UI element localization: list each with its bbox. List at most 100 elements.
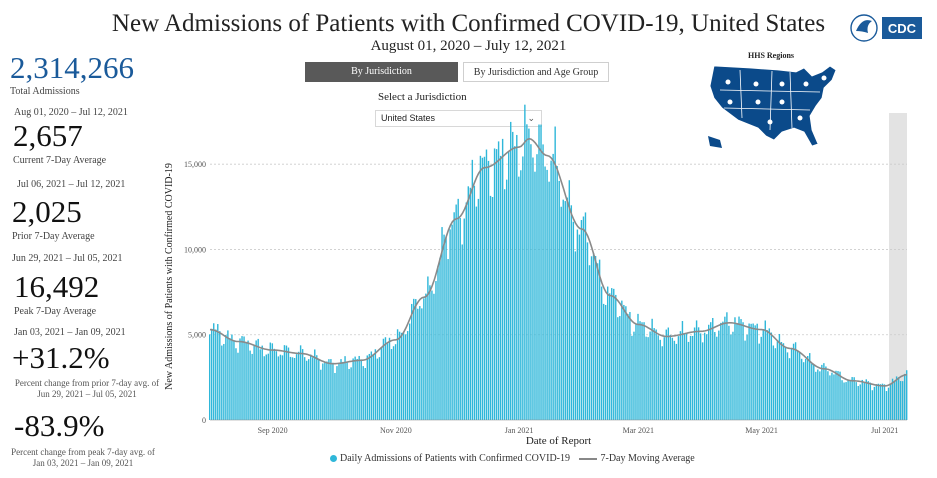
hhs-regions-map[interactable] <box>700 58 840 154</box>
daily-bar <box>425 293 427 420</box>
daily-bar <box>518 176 520 420</box>
daily-bar <box>849 380 851 420</box>
daily-bar <box>724 316 726 420</box>
daily-bar <box>279 354 282 420</box>
daily-bar <box>645 336 647 420</box>
daily-bar <box>714 332 716 420</box>
daily-bar <box>360 359 362 420</box>
daily-bar <box>520 170 522 420</box>
daily-bar <box>384 337 387 420</box>
daily-bar <box>865 379 867 420</box>
daily-bar <box>322 363 324 420</box>
daily-bar <box>354 356 356 420</box>
daily-bar <box>530 144 532 420</box>
daily-bar <box>590 256 593 420</box>
daily-bar <box>665 329 667 420</box>
daily-bar <box>746 334 748 420</box>
daily-bar <box>827 371 829 420</box>
daily-bar <box>687 341 690 420</box>
stat-current-date-text: Aug 01, 2020 – Jul 12, 2021 <box>14 107 128 118</box>
tab-by-jurisdiction[interactable]: By Jurisdiction <box>305 62 458 82</box>
tab-by-jurisdiction-age[interactable]: By Jurisdiction and Age Group <box>463 62 609 82</box>
daily-bar <box>532 157 534 421</box>
daily-bar <box>402 333 405 420</box>
daily-bar <box>633 331 635 420</box>
daily-bar <box>548 181 550 420</box>
daily-bar <box>621 300 623 420</box>
daily-bar <box>600 286 603 420</box>
y-tick-label: 5,000 <box>188 331 206 340</box>
daily-bar <box>443 234 445 420</box>
daily-bar <box>819 371 821 420</box>
daily-bar <box>760 336 762 420</box>
daily-bar <box>578 234 581 420</box>
daily-bar <box>211 328 213 420</box>
daily-bar <box>726 312 728 420</box>
daily-bar <box>857 386 859 420</box>
stat-peak-range-text: Jan 03, 2021 – Jan 09, 2021 <box>14 327 126 338</box>
daily-bar <box>772 345 775 420</box>
daily-bar <box>340 359 342 420</box>
daily-bar <box>546 169 548 420</box>
daily-bar <box>429 285 431 420</box>
daily-bar <box>380 347 383 420</box>
daily-bar <box>413 298 415 420</box>
daily-bar <box>566 197 568 420</box>
daily-bar <box>556 166 558 420</box>
daily-bar <box>564 201 566 420</box>
stat-change-peak-value: -83.9% <box>14 408 105 443</box>
alaska-shape[interactable] <box>708 136 722 148</box>
daily-bar <box>550 160 552 421</box>
stat-change-peak-label: Percent change from peak 7-day avg. of J… <box>11 447 155 468</box>
daily-bar <box>901 381 904 420</box>
daily-bar <box>489 195 492 420</box>
daily-bar <box>637 313 639 420</box>
daily-bar <box>483 156 486 420</box>
daily-bar <box>265 354 267 420</box>
daily-bar <box>895 376 898 420</box>
daily-bar <box>307 359 310 420</box>
y-tick-label: 0 <box>202 416 206 425</box>
daily-bar <box>390 349 393 420</box>
daily-bar <box>463 218 465 420</box>
daily-bar <box>510 121 512 421</box>
daily-bar <box>839 371 841 420</box>
daily-bar <box>320 369 322 420</box>
daily-bar <box>303 357 306 420</box>
daily-bar <box>807 356 809 420</box>
daily-bar <box>356 358 358 420</box>
daily-bar <box>568 180 571 420</box>
daily-bar <box>245 342 247 420</box>
stat-change-prior: +31.2% Percent change from prior 7-day a… <box>12 342 177 400</box>
daily-bar <box>617 317 619 420</box>
daily-bar <box>871 390 874 420</box>
x-axis-title: Date of Report <box>526 435 591 447</box>
daily-bar <box>734 317 736 420</box>
daily-bar <box>887 387 890 420</box>
daily-bar <box>312 357 314 420</box>
daily-bar <box>411 303 413 420</box>
daily-bar <box>394 344 397 420</box>
daily-bar <box>554 126 556 421</box>
daily-bar <box>493 148 496 420</box>
daily-bar <box>701 342 704 420</box>
cdc-logo-text: CDC <box>888 21 917 36</box>
region-borders <box>719 69 821 131</box>
daily-bar <box>829 375 831 420</box>
daily-bar <box>435 281 437 420</box>
daily-bar <box>227 330 229 420</box>
daily-bar <box>334 372 336 420</box>
daily-bar <box>231 334 233 420</box>
daily-bar <box>324 361 326 420</box>
daily-bar <box>289 356 292 420</box>
daily-bar <box>417 308 419 420</box>
daily-bar <box>310 354 312 420</box>
stat-current-date: Aug 01, 2020 – Jul 12, 2021 <box>14 107 179 118</box>
legend-bars-label: Daily Admissions of Patients with Confir… <box>340 453 570 464</box>
daily-bar <box>328 359 330 420</box>
daily-bar <box>562 199 564 420</box>
jurisdiction-select[interactable]: United States ⌄ <box>375 110 542 127</box>
daily-bar <box>505 179 508 420</box>
daily-bar <box>217 324 219 420</box>
daily-bar <box>221 345 223 420</box>
